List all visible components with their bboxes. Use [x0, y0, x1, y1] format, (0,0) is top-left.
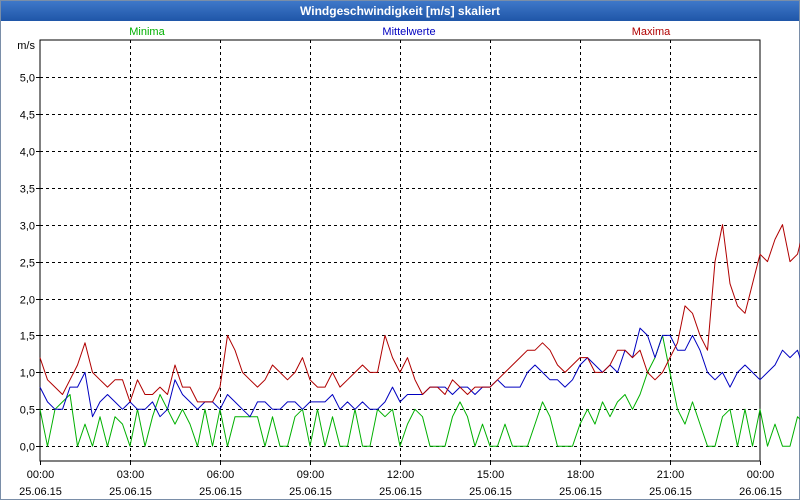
legend-maxima: Maxima: [632, 26, 671, 38]
x-tick-time: 00:00: [747, 469, 775, 481]
y-tick-label: 0,5: [20, 405, 35, 417]
legend-mittelwerte: Mittelwerte: [382, 26, 435, 38]
x-tick-time: 06:00: [207, 469, 235, 481]
y-tick-label: 1,5: [20, 331, 35, 343]
x-tick-time: 12:00: [387, 469, 415, 481]
y-tick-label: 2,5: [20, 258, 35, 270]
x-tick-date: 25.06.15: [469, 486, 512, 498]
y-tick-label: 1,0: [20, 368, 35, 380]
x-tick-date: 25.06.15: [559, 486, 602, 498]
x-tick-time: 18:00: [567, 469, 595, 481]
y-tick-label: 2,0: [20, 295, 35, 307]
y-tick-label: 4,0: [20, 147, 35, 159]
x-tick-time: 15:00: [477, 469, 505, 481]
x-tick-date: 25.06.15: [199, 486, 242, 498]
x-tick-date: 25.06.15: [19, 486, 62, 498]
y-tick-label: 5,0: [20, 73, 35, 85]
y-tick-label: 3,5: [20, 184, 35, 196]
y-tick-label: 0,0: [20, 442, 35, 454]
legend-minima: Minima: [129, 26, 165, 38]
y-tick-label: 3,0: [20, 221, 35, 233]
x-tick-time: 21:00: [657, 469, 685, 481]
x-tick-date: 25.06.15: [289, 486, 332, 498]
window-title: Windgeschwindigkeit [m/s] skaliert: [1, 1, 799, 21]
series-line-maxima: [39, 224, 800, 403]
x-tick-time: 03:00: [117, 469, 145, 481]
x-tick-date: 25.06.15: [649, 486, 692, 498]
x-tick-date: 25.06.15: [109, 486, 152, 498]
x-tick-time: 00:00: [27, 469, 55, 481]
x-tick-date: 25.06.15: [379, 486, 422, 498]
series-line-minima: [39, 334, 800, 447]
y-axis-label: m/s: [17, 40, 35, 52]
y-tick-label: 4,5: [20, 110, 35, 122]
series-line-mittelwerte: [39, 327, 800, 418]
x-tick-date: 26.06.15: [739, 486, 782, 498]
x-tick-time: 09:00: [297, 469, 325, 481]
